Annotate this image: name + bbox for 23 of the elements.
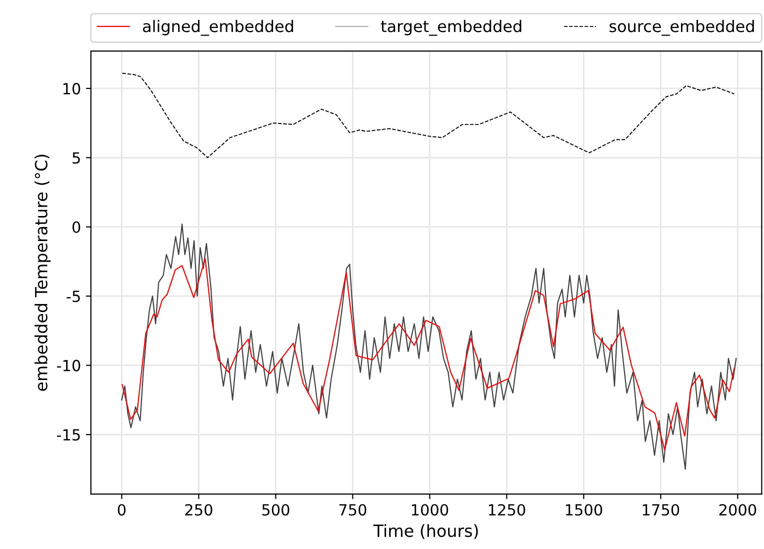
x-tick-label: 250 [185,504,212,516]
x-tick-label: 0 [118,504,126,516]
x-tick-label: 750 [339,504,366,516]
line-series [122,258,735,450]
x-axis-title: Time (hours) [373,524,478,540]
y-tick-label: -10 [56,360,80,372]
y-tick-label: 5 [72,152,80,164]
y-tick-label: 0 [72,221,80,233]
y-tick-label: -5 [66,290,80,302]
legend-label: aligned_embedded [142,20,294,36]
y-tick-label: -15 [56,429,80,441]
x-tick-label: 1000 [412,504,448,516]
x-tick-label: 1500 [566,504,602,516]
x-tick-label: 1750 [642,504,680,516]
line-series [121,224,737,470]
x-tick-label: 1250 [488,504,526,516]
line-series [122,72,735,158]
y-axis-title: embedded Temperature (°C) [34,154,51,391]
x-tick-label: 500 [262,504,290,516]
x-tick-label: 2000 [719,504,756,516]
legend-label: source_embedded [610,20,754,36]
y-tick-label: 10 [63,82,80,94]
legend-label: target_embedded [380,20,522,36]
